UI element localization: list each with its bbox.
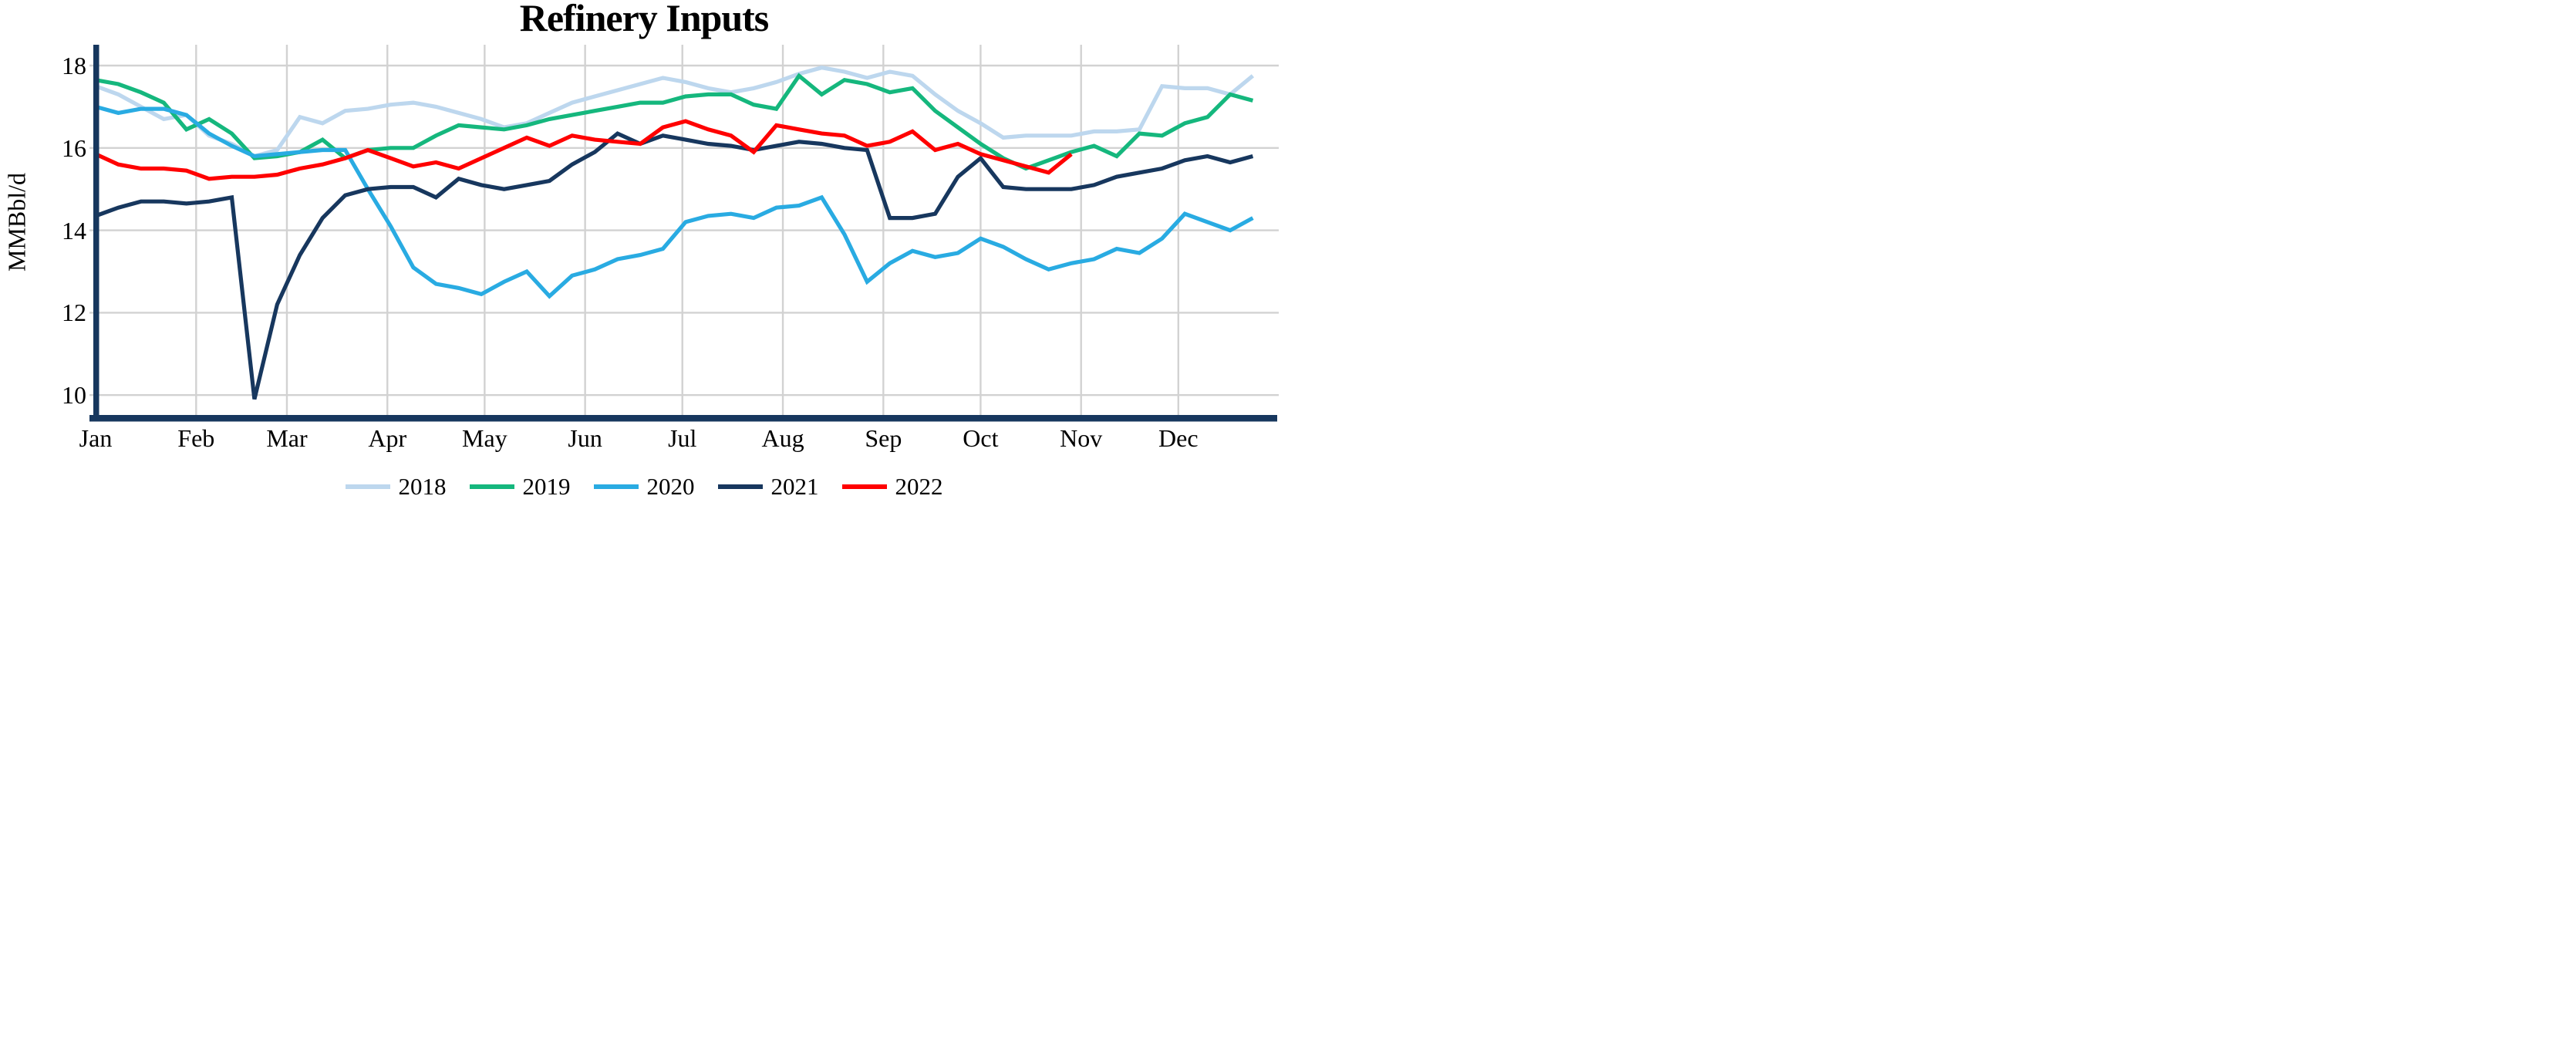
x-tick-label-mar: Mar [266,424,308,452]
legend-swatch-2019 [469,484,514,489]
legend-label-2022: 2022 [895,473,943,500]
x-tick-label-jun: Jun [568,424,602,452]
series-line-2022 [94,119,1073,181]
legend-item-2022: 2022 [841,473,943,501]
legend-label-2020: 2020 [646,473,695,500]
x-tick-label-sep: Sep [865,424,902,452]
legend-swatch-2022 [841,484,887,489]
chart-title: Refinery Inputs [519,0,770,39]
legend-label-2021: 2021 [770,473,819,500]
x-tick-label-aug: Aug [761,424,804,452]
y-tick-label-12: 12 [62,299,86,327]
legend-swatch-2018 [345,484,390,489]
legend-label-2019: 2019 [522,473,571,500]
legend-item-2021: 2021 [717,473,819,501]
x-tick-label-feb: Feb [177,424,215,452]
refinery-inputs-line-chart [89,45,1279,422]
legend-label-2018: 2018 [398,473,447,500]
x-tick-label-dec: Dec [1158,424,1199,452]
gridlines [89,45,1279,415]
x-tick-label-nov: Nov [1060,424,1103,452]
x-tick-label-may: May [462,424,507,452]
legend-swatch-2021 [717,484,763,489]
legend-item-2020: 2020 [593,473,695,501]
series-line-2021 [95,131,1254,400]
series-line-2018 [95,66,1255,159]
y-axis-spine [93,45,99,421]
y-tick-label-10: 10 [62,381,86,410]
y-tick-label-16: 16 [62,133,86,162]
series-lines [94,66,1255,400]
legend: 2018 2019 2020 2021 2022 [0,473,1288,501]
series-line-2020 [95,104,1254,299]
x-axis-spine [89,415,1277,422]
x-tick-label-oct: Oct [963,424,999,452]
x-tick-label-jul: Jul [668,424,697,452]
x-tick-label-jan: Jan [79,424,113,452]
y-tick-label-14: 14 [62,216,86,245]
legend-item-2019: 2019 [469,473,571,501]
y-tick-label-18: 18 [62,52,86,79]
x-tick-label-apr: Apr [368,424,407,452]
legend-item-2018: 2018 [345,473,447,501]
legend-swatch-2020 [593,484,639,489]
